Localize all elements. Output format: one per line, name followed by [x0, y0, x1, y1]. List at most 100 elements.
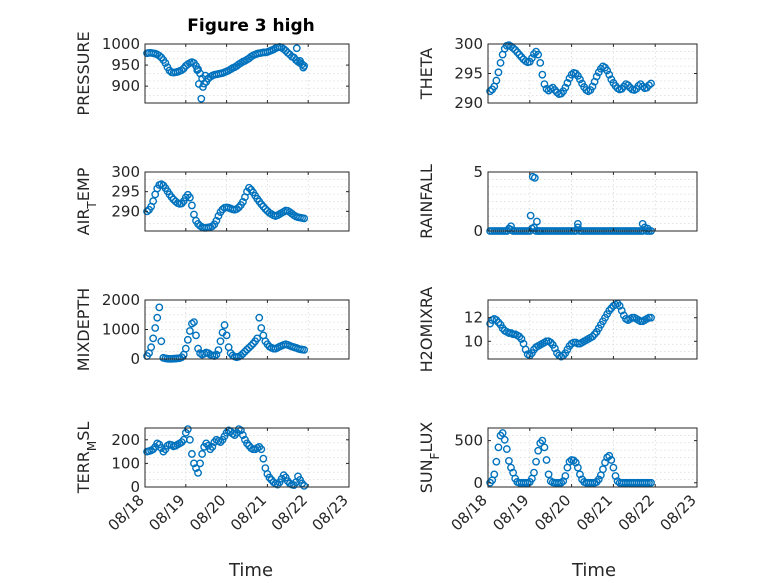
x-tick-label: 08/22 — [615, 491, 658, 534]
data-point — [507, 222, 515, 231]
x-tick-label: 08/21 — [227, 491, 270, 534]
data-point — [550, 344, 559, 353]
data-point — [533, 217, 541, 226]
axes-box — [144, 43, 350, 104]
data-point — [588, 82, 597, 91]
data-point — [544, 470, 553, 479]
x-tick-label: 08/19 — [145, 491, 188, 534]
data-point — [157, 337, 166, 346]
data-point — [201, 71, 210, 80]
y-axis-label: PRESSURE — [74, 31, 93, 115]
data-point — [605, 70, 614, 79]
data-point — [615, 301, 624, 310]
data-point — [538, 70, 547, 79]
y-tick-label: 900 — [111, 77, 140, 95]
data-point — [143, 207, 151, 216]
axes-box — [487, 299, 698, 360]
axes-box — [144, 171, 350, 232]
data-point — [542, 456, 551, 464]
data-point — [185, 327, 194, 335]
data-point — [498, 429, 507, 437]
data-point — [239, 431, 247, 439]
y-tick-label: 200 — [111, 431, 140, 449]
data-point — [149, 197, 158, 206]
data-point — [192, 464, 200, 473]
data-point — [183, 425, 192, 434]
y-tick-label: 295 — [111, 183, 140, 201]
data-point — [300, 345, 309, 354]
y-tick-label: 1000 — [102, 321, 140, 339]
y-tick-label: 5 — [473, 163, 483, 181]
data-point — [222, 331, 231, 340]
x-tick-label: 08/18 — [448, 491, 491, 534]
data-point — [527, 54, 536, 63]
data-point — [255, 313, 264, 322]
x-tick-label: 08/21 — [573, 491, 616, 534]
subplot-rainfall: 0 5 RAINFALL — [417, 163, 698, 240]
data-point — [534, 446, 543, 455]
axes-box — [487, 171, 698, 232]
data-point — [216, 337, 225, 346]
data-point — [245, 183, 253, 192]
x-tick-label: 08/20 — [186, 491, 229, 534]
data-point — [496, 58, 505, 67]
data-point — [517, 335, 526, 343]
data-point — [239, 349, 247, 358]
y-tick-label: 290 — [111, 202, 140, 220]
data-point — [521, 345, 530, 354]
data-point — [220, 321, 229, 329]
data-point — [188, 201, 196, 210]
data-point — [576, 75, 584, 84]
data-point — [155, 303, 164, 312]
data-point — [605, 451, 614, 460]
data-point — [569, 456, 578, 465]
y-tick-label: 290 — [454, 94, 483, 112]
y-tick-label: 10 — [464, 332, 483, 350]
data-point — [177, 66, 186, 75]
data-point — [647, 478, 655, 487]
data-point — [573, 463, 582, 472]
figure-title: Figure 3 high — [187, 16, 315, 36]
data-point — [607, 456, 616, 464]
data-point — [212, 216, 221, 225]
y-axis-label: H2OMIXRA — [417, 287, 436, 373]
data-point — [617, 306, 626, 315]
y-tick-label: 0 — [473, 222, 483, 240]
data-point — [198, 450, 207, 458]
data-point — [603, 66, 612, 75]
data-point — [532, 457, 540, 466]
data-point — [197, 94, 206, 103]
data-point — [208, 442, 217, 451]
data-point — [530, 468, 538, 477]
data-point — [299, 63, 308, 72]
y-tick-label: 950 — [111, 56, 140, 74]
data-point — [194, 65, 202, 74]
data-point — [561, 472, 570, 480]
data-point — [208, 222, 217, 231]
data-point — [181, 344, 190, 353]
data-point — [563, 79, 572, 87]
y-tick-label: 12 — [464, 309, 483, 327]
x-tick-label: 08/20 — [531, 491, 574, 534]
y-tick-label: 0 — [130, 350, 140, 368]
y-tick-label: 300 — [111, 163, 140, 181]
axes-box — [487, 427, 698, 488]
y-tick-label: 100 — [111, 454, 140, 472]
data-point — [243, 345, 251, 354]
data-point — [257, 445, 266, 454]
y-tick-label: 300 — [454, 35, 483, 53]
data-point — [161, 59, 170, 67]
data-point — [296, 56, 304, 65]
data-point — [194, 468, 202, 477]
data-point — [643, 224, 652, 233]
data-point — [573, 220, 582, 228]
data-point — [185, 435, 194, 444]
subplot-theta: 290 295 300 THETA — [417, 35, 698, 112]
y-tick-label: 0 — [473, 474, 483, 492]
data-point — [540, 80, 549, 89]
axes-box — [144, 427, 350, 488]
data-point — [609, 463, 618, 472]
